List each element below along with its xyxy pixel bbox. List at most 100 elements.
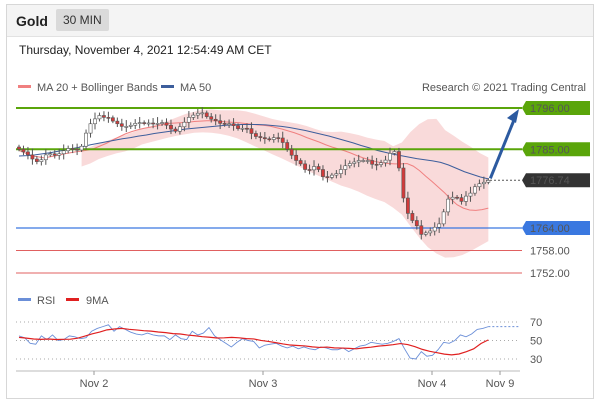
candle-body: [227, 123, 231, 126]
bollinger-band-layer: [81, 109, 489, 258]
level-label-box: [522, 101, 590, 115]
candle-body: [200, 112, 205, 115]
candle-body: [61, 150, 66, 155]
candle-body: [195, 112, 200, 116]
chart-frame: Gold 30 MIN Thursday, November 4, 2021 1…: [6, 4, 594, 399]
candle-body: [481, 181, 486, 185]
candle-body: [303, 163, 307, 170]
candle-body: [213, 118, 218, 122]
candle-body: [280, 137, 285, 143]
candle-body: [455, 196, 459, 199]
candle-body: [209, 116, 214, 120]
candle-body: [276, 137, 281, 139]
candle-body: [146, 122, 151, 125]
candle-body: [191, 114, 196, 118]
candle-body: [52, 153, 57, 156]
candle-body: [245, 127, 249, 130]
candle-body: [178, 126, 182, 132]
candle-body: [142, 122, 147, 124]
level-label-resistance: 1785.00: [530, 144, 570, 156]
candle-body: [464, 195, 468, 202]
candle-body: [128, 124, 133, 127]
candle-body: [21, 148, 26, 153]
candle-body: [186, 117, 191, 123]
legend-rsi-swatch: [18, 298, 31, 301]
rsi-tick-label: 50: [530, 336, 542, 348]
candle-body: [34, 158, 39, 162]
x-tick-label: Nov 3: [249, 378, 278, 390]
candle-body: [57, 153, 62, 156]
candle-body: [410, 213, 415, 221]
level-label-resistance: 1796.00: [530, 103, 570, 115]
candle-body: [423, 232, 428, 235]
legend-9ma-swatch: [66, 298, 79, 301]
legend-ma50-swatch: [161, 85, 174, 88]
x-axis-ticks: Nov 2 Nov 3 Nov 4 Nov 9: [80, 371, 515, 390]
candle-body: [307, 169, 312, 171]
candle-body: [155, 123, 160, 125]
forecast-arrow-head: [507, 109, 519, 123]
candle-body: [164, 122, 169, 126]
candle-body: [285, 142, 290, 150]
candle-body: [334, 173, 339, 176]
candle-body: [414, 220, 419, 227]
candle-body: [84, 132, 88, 147]
candle-body: [249, 128, 254, 134]
candle-body: [97, 115, 102, 120]
candle-body: [405, 197, 410, 214]
legend-ma20-swatch: [18, 85, 31, 88]
x-tick-label: Nov 4: [418, 378, 447, 390]
candle-body: [173, 128, 178, 132]
candle-body: [446, 198, 451, 213]
level-label-box: [522, 221, 590, 235]
candle-body: [70, 148, 75, 150]
candle-body: [428, 230, 433, 234]
rsi-tick-label: 30: [530, 354, 542, 366]
legend-ma20-label: MA 20 + Bollinger Bands: [37, 82, 158, 94]
level-label-support: 1764.00: [530, 223, 570, 235]
candle-body: [298, 160, 303, 165]
candle-body: [401, 167, 406, 199]
chart-timestamp: Thursday, November 4, 2021 12:54:49 AM C…: [19, 43, 272, 57]
candle-body: [222, 123, 227, 125]
forecast-arrow-layer: [488, 109, 519, 179]
candle-body: [124, 126, 129, 128]
candle-body: [48, 153, 53, 156]
forecast-arrow-shaft: [488, 119, 516, 179]
candle-body: [66, 148, 71, 152]
candle-body: [79, 145, 84, 151]
candle-body: [204, 112, 209, 117]
candle-body: [236, 125, 240, 129]
main-legend: MA 20 + Bollinger Bands MA 50 Research ©…: [16, 82, 590, 390]
candle-body: [289, 148, 294, 156]
candle-body: [388, 153, 392, 161]
candle-body: [352, 161, 357, 164]
candle-body: [486, 180, 491, 183]
candle-body: [419, 225, 424, 235]
rsi-tick-label: 70: [530, 317, 542, 329]
candle-body: [473, 186, 477, 194]
levels-layer: [16, 107, 522, 274]
ma50-line: [18, 124, 489, 180]
level-label-last: 1776.74: [530, 175, 570, 187]
chart-header: Gold 30 MIN: [7, 5, 593, 37]
candle-body: [160, 122, 164, 124]
candle-body: [17, 146, 21, 150]
candle-body: [450, 196, 455, 200]
x-tick-label: Nov 2: [80, 378, 109, 390]
candle-body: [329, 174, 334, 178]
timeframe-badge[interactable]: 30 MIN: [56, 9, 109, 31]
candle-body: [169, 124, 173, 130]
candle-body: [356, 160, 361, 163]
candle-body: [379, 162, 383, 165]
candle-body: [119, 123, 124, 127]
candle-body: [321, 169, 325, 177]
level-label-support: 1752.00: [530, 268, 570, 280]
candles-layer: [17, 107, 491, 240]
level-label-box: [522, 142, 590, 157]
candle-body: [88, 123, 93, 134]
candle-body: [312, 166, 316, 171]
x-tick-label: Nov 9: [486, 378, 515, 390]
rsi-legend: RSI 9MA: [18, 295, 109, 307]
